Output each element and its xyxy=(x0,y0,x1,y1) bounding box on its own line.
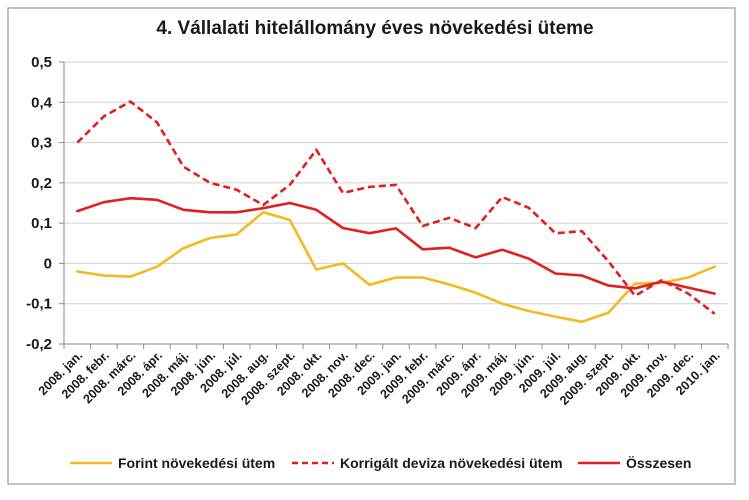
series-deviza-line xyxy=(76,100,716,315)
series-lines xyxy=(76,100,717,324)
legend-label-osszesen: Összesen xyxy=(626,455,691,471)
y-tick-label: -0,1 xyxy=(26,296,52,313)
chart-border xyxy=(7,7,736,485)
legend: Forint növekedési ütem Korrigált deviza … xyxy=(70,455,691,471)
y-tick-label: -0,2 xyxy=(26,336,52,353)
series-osszesen-line xyxy=(76,196,717,295)
y-tick-label: 0,2 xyxy=(31,175,52,192)
legend-label-deviza: Korrigált deviza növekedési ütem xyxy=(340,455,563,471)
y-tick-label: 0 xyxy=(44,255,52,272)
y-axis-ticks: 0,5 0,4 0,3 0,2 0,1 0 -0,1 -0,2 xyxy=(26,54,53,353)
gridlines xyxy=(64,61,728,305)
series-forint-line xyxy=(76,211,717,324)
legend-label-forint: Forint növekedési ütem xyxy=(118,455,275,471)
y-tick-label: 0,1 xyxy=(31,215,52,232)
y-tick-label: 0,4 xyxy=(31,94,53,111)
y-tick-label: 0,5 xyxy=(31,54,52,71)
chart-title: 4. Vállalati hitelállomány éves növekedé… xyxy=(156,18,593,39)
y-tick-label: 0,3 xyxy=(31,135,52,152)
axes xyxy=(59,61,729,349)
